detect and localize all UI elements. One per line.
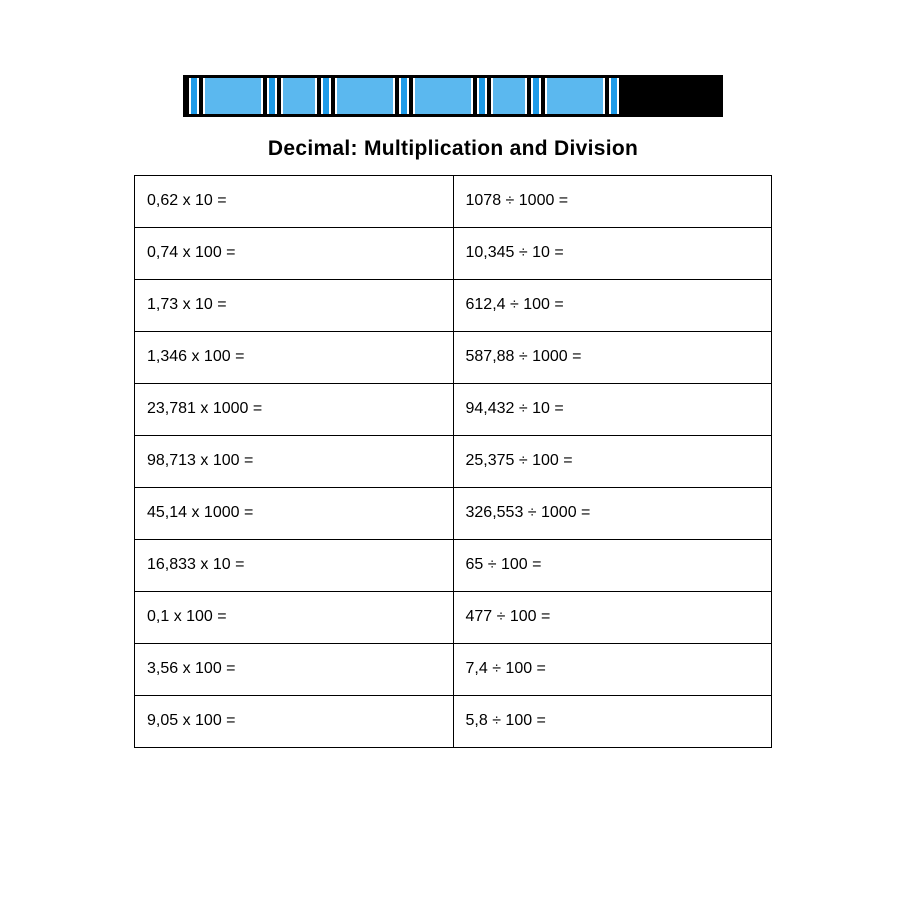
bar-segment [201, 78, 265, 114]
problem-cell: 16,833 x 10 = [135, 540, 454, 592]
bar-segment [265, 78, 279, 114]
worksheet-title: Decimal: Multiplication and Division [268, 137, 638, 161]
decorative-bar [183, 75, 723, 117]
table-row: 0,74 x 100 = 10,345 ÷ 10 = [135, 228, 772, 280]
table-row: 0,62 x 10 = 1078 ÷ 1000 = [135, 176, 772, 228]
table-row: 1,346 x 100 = 587,88 ÷ 1000 = [135, 332, 772, 384]
bar-segment [543, 78, 607, 114]
table-row: 9,05 x 100 = 5,8 ÷ 100 = [135, 696, 772, 748]
table-row: 45,14 x 1000 = 326,553 ÷ 1000 = [135, 488, 772, 540]
table-row: 16,833 x 10 = 65 ÷ 100 = [135, 540, 772, 592]
problem-cell: 23,781 x 1000 = [135, 384, 454, 436]
bar-segment [529, 78, 543, 114]
table-row: 23,781 x 1000 = 94,432 ÷ 10 = [135, 384, 772, 436]
problem-cell: 25,375 ÷ 100 = [453, 436, 772, 488]
problem-cell: 3,56 x 100 = [135, 644, 454, 696]
bar-segment [475, 78, 489, 114]
bar-segment [489, 78, 529, 114]
problem-cell: 45,14 x 1000 = [135, 488, 454, 540]
problem-cell: 0,1 x 100 = [135, 592, 454, 644]
bar-segment [411, 78, 475, 114]
problem-cell: 477 ÷ 100 = [453, 592, 772, 644]
problem-cell: 94,432 ÷ 10 = [453, 384, 772, 436]
table-row: 1,73 x 10 = 612,4 ÷ 100 = [135, 280, 772, 332]
problem-cell: 0,74 x 100 = [135, 228, 454, 280]
bar-segment [397, 78, 411, 114]
bar-segment [333, 78, 397, 114]
problem-cell: 65 ÷ 100 = [453, 540, 772, 592]
problem-cell: 98,713 x 100 = [135, 436, 454, 488]
bar-segment [187, 78, 201, 114]
worksheet-table: 0,62 x 10 = 1078 ÷ 1000 = 0,74 x 100 = 1… [134, 175, 772, 748]
problem-cell: 10,345 ÷ 10 = [453, 228, 772, 280]
bar-segment [319, 78, 333, 114]
table-body: 0,62 x 10 = 1078 ÷ 1000 = 0,74 x 100 = 1… [135, 176, 772, 748]
problem-cell: 0,62 x 10 = [135, 176, 454, 228]
problem-cell: 7,4 ÷ 100 = [453, 644, 772, 696]
bar-segment [607, 78, 621, 114]
problem-cell: 326,553 ÷ 1000 = [453, 488, 772, 540]
problem-cell: 1,346 x 100 = [135, 332, 454, 384]
problem-cell: 612,4 ÷ 100 = [453, 280, 772, 332]
table-row: 98,713 x 100 = 25,375 ÷ 100 = [135, 436, 772, 488]
table-row: 0,1 x 100 = 477 ÷ 100 = [135, 592, 772, 644]
problem-cell: 1,73 x 10 = [135, 280, 454, 332]
problem-cell: 587,88 ÷ 1000 = [453, 332, 772, 384]
problem-cell: 1078 ÷ 1000 = [453, 176, 772, 228]
bar-segment [279, 78, 319, 114]
problem-cell: 5,8 ÷ 100 = [453, 696, 772, 748]
table-row: 3,56 x 100 = 7,4 ÷ 100 = [135, 644, 772, 696]
problem-cell: 9,05 x 100 = [135, 696, 454, 748]
